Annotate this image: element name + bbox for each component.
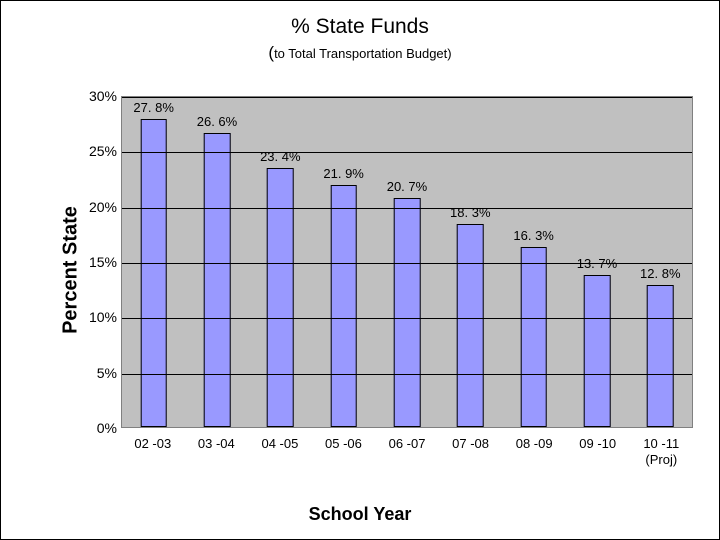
chart-title: % State Funds bbox=[1, 15, 719, 39]
y-tick-label: 0% bbox=[73, 420, 117, 436]
bar-value-label: 16. 3% bbox=[513, 228, 553, 243]
y-tick-label: 25% bbox=[73, 143, 117, 159]
bar-slot: 27. 8% bbox=[122, 97, 185, 427]
x-tick-label: 06 -07 bbox=[375, 430, 439, 467]
gridline bbox=[122, 97, 692, 98]
bar bbox=[330, 185, 357, 427]
bars-container: 27. 8% 26. 6% 23. 4% 21. 9% 20. 7% 18. 3% 16. … bbox=[122, 97, 692, 427]
x-tick-label: 07 -08 bbox=[439, 430, 503, 467]
x-tick-label: 04 -05 bbox=[248, 430, 312, 467]
bar-slot: 16. 3% bbox=[502, 97, 565, 427]
bar bbox=[204, 133, 231, 427]
bar-value-label: 27. 8% bbox=[133, 100, 173, 115]
x-tick-label: 08 -09 bbox=[502, 430, 566, 467]
slide: % State Funds (to Total Transportation B… bbox=[0, 0, 720, 540]
y-tick-label: 15% bbox=[73, 254, 117, 270]
plot-area: 27. 8% 26. 6% 23. 4% 21. 9% 20. 7% 18. 3% 16. … bbox=[121, 96, 693, 428]
gridline bbox=[122, 263, 692, 264]
bar-value-label: 23. 4% bbox=[260, 149, 300, 164]
bar bbox=[394, 198, 421, 427]
bar bbox=[520, 247, 547, 427]
subtitle-small: to Total Transportation Budget) bbox=[274, 46, 452, 61]
bar-chart: 27. 8% 26. 6% 23. 4% 21. 9% 20. 7% 18. 3% 16. … bbox=[73, 96, 693, 476]
x-axis-label: School Year bbox=[1, 504, 719, 525]
gridline bbox=[122, 208, 692, 209]
gridline bbox=[122, 152, 692, 153]
gridline bbox=[122, 318, 692, 319]
bar-slot: 23. 4% bbox=[249, 97, 312, 427]
chart-subtitle: (to Total Transportation Budget) bbox=[1, 43, 719, 63]
bar-value-label: 26. 6% bbox=[197, 114, 237, 129]
bar bbox=[140, 119, 167, 427]
y-tick-label: 30% bbox=[73, 88, 117, 104]
bar bbox=[584, 275, 611, 427]
bar-slot: 21. 9% bbox=[312, 97, 375, 427]
bar-slot: 12. 8% bbox=[629, 97, 692, 427]
bar bbox=[647, 285, 674, 427]
bar-value-label: 20. 7% bbox=[387, 179, 427, 194]
x-tick-label: 10 -11 (Proj) bbox=[630, 430, 694, 467]
x-tick-label: 03 -04 bbox=[185, 430, 249, 467]
x-tick-label: 09 -10 bbox=[566, 430, 630, 467]
gridline bbox=[122, 374, 692, 375]
x-tick-label: 02 -03 bbox=[121, 430, 185, 467]
y-tick-label: 20% bbox=[73, 199, 117, 215]
y-tick-label: 5% bbox=[73, 365, 117, 381]
bar-slot: 18. 3% bbox=[439, 97, 502, 427]
x-ticks: 02 -0303 -0404 -0505 -0606 -0707 -0808 -… bbox=[121, 430, 693, 467]
bar bbox=[457, 224, 484, 427]
bar-slot: 26. 6% bbox=[185, 97, 248, 427]
bar-value-label: 12. 8% bbox=[640, 266, 680, 281]
bar-value-label: 21. 9% bbox=[323, 166, 363, 181]
bar-slot: 13. 7% bbox=[565, 97, 628, 427]
y-tick-label: 10% bbox=[73, 309, 117, 325]
bar-slot: 20. 7% bbox=[375, 97, 438, 427]
x-tick-label: 05 -06 bbox=[312, 430, 376, 467]
